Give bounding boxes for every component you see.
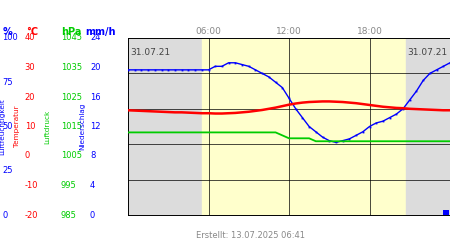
Text: 06:00: 06:00 xyxy=(196,26,221,36)
Text: mm/h: mm/h xyxy=(86,27,116,37)
Text: 10: 10 xyxy=(25,122,35,131)
Bar xyxy=(128,38,202,215)
Text: 0: 0 xyxy=(90,210,95,220)
Text: %: % xyxy=(2,27,12,37)
Text: 30: 30 xyxy=(25,63,36,72)
Text: 1035: 1035 xyxy=(61,63,82,72)
Text: Niederschlag: Niederschlag xyxy=(79,103,86,150)
Text: 1025: 1025 xyxy=(61,92,82,102)
Text: hPa: hPa xyxy=(61,27,81,37)
Text: -20: -20 xyxy=(25,210,38,220)
Text: 16: 16 xyxy=(90,92,101,102)
Text: 0: 0 xyxy=(2,210,8,220)
Text: 985: 985 xyxy=(61,210,77,220)
Text: 1005: 1005 xyxy=(61,152,82,160)
Text: 20: 20 xyxy=(90,63,100,72)
Text: 4: 4 xyxy=(90,181,95,190)
Bar xyxy=(443,210,450,215)
Text: 12: 12 xyxy=(90,122,100,131)
Text: 50: 50 xyxy=(2,122,13,131)
Text: -10: -10 xyxy=(25,181,38,190)
Text: 24: 24 xyxy=(90,34,100,42)
Text: 995: 995 xyxy=(61,181,77,190)
Bar xyxy=(406,38,450,215)
Text: 0: 0 xyxy=(25,152,30,160)
Text: 1045: 1045 xyxy=(61,34,82,42)
Text: 31.07.21: 31.07.21 xyxy=(408,48,448,57)
Text: 31.07.21: 31.07.21 xyxy=(130,48,171,57)
Text: 18:00: 18:00 xyxy=(356,26,382,36)
Text: 8: 8 xyxy=(90,152,95,160)
Text: Temperatur: Temperatur xyxy=(14,106,20,147)
Text: 20: 20 xyxy=(25,92,35,102)
Text: 25: 25 xyxy=(2,166,13,175)
Text: 12:00: 12:00 xyxy=(276,26,302,36)
Text: 100: 100 xyxy=(2,34,18,42)
Bar xyxy=(202,38,406,215)
Text: 1015: 1015 xyxy=(61,122,82,131)
Text: Luftdruck: Luftdruck xyxy=(44,110,50,144)
Text: Erstellt: 13.07.2025 06:41: Erstellt: 13.07.2025 06:41 xyxy=(196,231,305,240)
Text: Luftfeuchtigkeit: Luftfeuchtigkeit xyxy=(0,98,5,155)
Text: °C: °C xyxy=(26,27,38,37)
Text: 40: 40 xyxy=(25,34,35,42)
Text: 75: 75 xyxy=(2,78,13,87)
